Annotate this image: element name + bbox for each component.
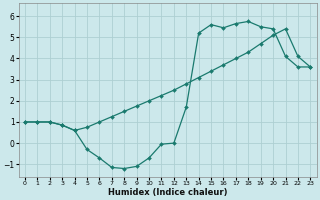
X-axis label: Humidex (Indice chaleur): Humidex (Indice chaleur) bbox=[108, 188, 228, 197]
